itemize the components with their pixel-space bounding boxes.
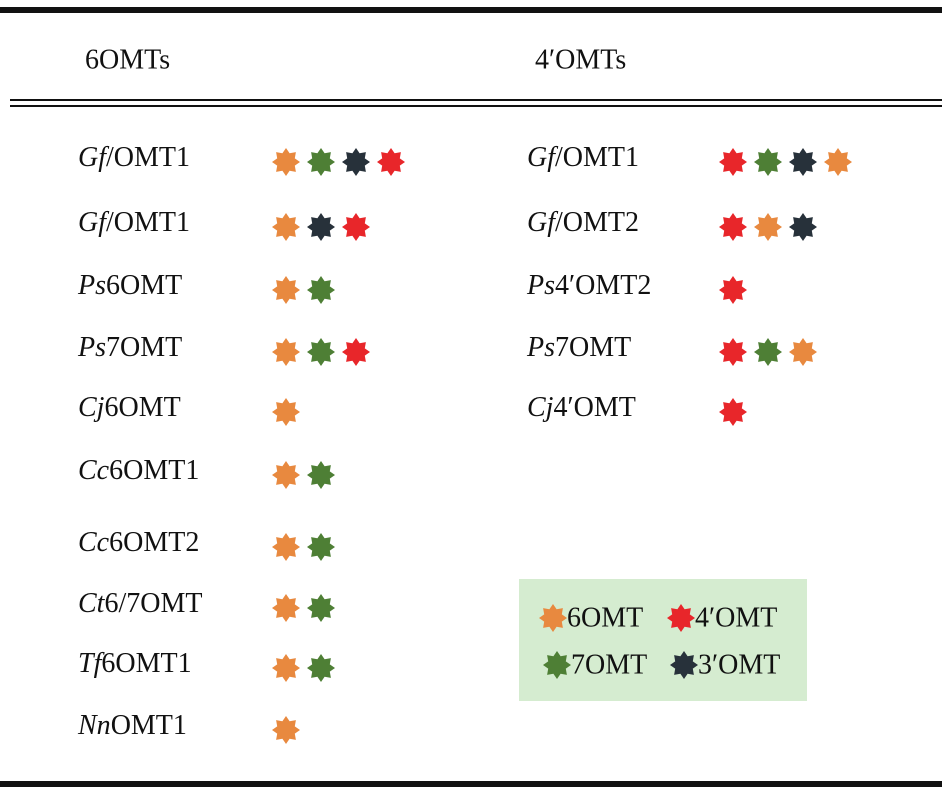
activity-star xyxy=(272,461,300,489)
column-header: 6OMTs xyxy=(85,44,170,75)
legend-label: 4′OMT xyxy=(695,602,777,633)
legend-star xyxy=(667,604,695,632)
activity-star xyxy=(272,716,300,744)
header-rule xyxy=(10,99,942,101)
enzyme-name: Cj4′OMT xyxy=(527,392,636,423)
name-part: 7OMT xyxy=(555,332,631,363)
activity-star xyxy=(377,148,405,176)
legend-label: 6OMT xyxy=(567,602,643,633)
top-rule xyxy=(0,7,942,13)
name-part: Cc xyxy=(78,527,110,558)
activity-star xyxy=(307,213,335,241)
activity-star xyxy=(754,338,782,366)
name-part: 6OMT1 xyxy=(109,455,199,486)
activity-star xyxy=(719,398,747,426)
name-part: Ps xyxy=(526,332,555,363)
name-part: 4′OMT2 xyxy=(555,270,651,301)
activity-star xyxy=(272,148,300,176)
name-part: Ps xyxy=(77,332,106,363)
header-rule xyxy=(10,105,942,107)
activity-star xyxy=(719,213,747,241)
activity-star xyxy=(789,148,817,176)
name-part: Gf xyxy=(527,207,558,238)
enzyme-name: Ps4′OMT2 xyxy=(526,270,651,301)
activity-star xyxy=(272,213,300,241)
enzyme-name: Tf6OMT1 xyxy=(78,648,192,679)
activity-star xyxy=(307,148,335,176)
activity-star xyxy=(719,338,747,366)
activity-star xyxy=(272,654,300,682)
activity-star xyxy=(789,338,817,366)
enzyme-name: Ct6/7OMT xyxy=(78,588,202,619)
name-part: Ps xyxy=(77,270,106,301)
enzyme-name: Gf/OMT1 xyxy=(78,207,190,238)
name-part: Cc xyxy=(78,455,110,486)
name-part: 7OMT xyxy=(106,332,182,363)
activity-star xyxy=(754,213,782,241)
legend-star xyxy=(539,604,567,632)
name-part: 6/7OMT xyxy=(104,588,202,619)
activity-star xyxy=(754,148,782,176)
activity-star xyxy=(307,594,335,622)
column-header: 4′OMTs xyxy=(535,44,626,75)
name-part: Ct xyxy=(78,588,106,619)
legend-star xyxy=(670,651,698,679)
name-part: 4′OMT xyxy=(553,392,635,423)
name-part: /OMT1 xyxy=(106,142,190,173)
legend-label: 3′OMT xyxy=(698,649,780,680)
name-part: 6OMT xyxy=(106,270,182,301)
name-part: Gf xyxy=(527,142,558,173)
activity-star xyxy=(307,533,335,561)
enzyme-name: Ps6OMT xyxy=(77,270,182,301)
enzyme-name: Ps7OMT xyxy=(77,332,182,363)
enzyme-name: Cc6OMT2 xyxy=(78,527,199,558)
name-part: 6OMT1 xyxy=(101,648,191,679)
activity-star xyxy=(307,338,335,366)
name-part: Tf xyxy=(78,648,105,679)
name-part: /OMT2 xyxy=(555,207,639,238)
activity-star xyxy=(307,654,335,682)
activity-star xyxy=(342,148,370,176)
name-part: /OMT1 xyxy=(555,142,639,173)
enzyme-name: Cj6OMT xyxy=(78,392,181,423)
name-part: /OMT1 xyxy=(106,207,190,238)
name-part: Ps xyxy=(526,270,555,301)
name-part: Gf xyxy=(78,207,109,238)
name-part: Cj xyxy=(78,392,105,423)
activity-star xyxy=(719,148,747,176)
legend-label: 7OMT xyxy=(571,649,647,680)
enzyme-name: Gf/OMT1 xyxy=(527,142,639,173)
activity-star xyxy=(342,338,370,366)
activity-star xyxy=(307,276,335,304)
enzyme-name: Ps7OMT xyxy=(526,332,631,363)
name-part: 6OMT2 xyxy=(109,527,199,558)
activity-star xyxy=(272,533,300,561)
activity-star xyxy=(789,213,817,241)
name-part: Cj xyxy=(527,392,554,423)
name-part: Gf xyxy=(78,142,109,173)
activity-star xyxy=(342,213,370,241)
activity-star xyxy=(307,461,335,489)
enzyme-name: Cc6OMT1 xyxy=(78,455,199,486)
activity-star xyxy=(272,338,300,366)
activity-star xyxy=(272,398,300,426)
legend-box xyxy=(519,579,807,701)
name-part: OMT1 xyxy=(111,710,187,741)
bottom-rule xyxy=(0,781,942,787)
activity-star xyxy=(272,276,300,304)
enzyme-name: Gf/OMT2 xyxy=(527,207,639,238)
activity-star xyxy=(824,148,852,176)
legend-star xyxy=(543,651,571,679)
activity-star xyxy=(719,276,747,304)
enzyme-name: NnOMT1 xyxy=(77,710,187,741)
name-part: 6OMT xyxy=(104,392,180,423)
activity-star xyxy=(272,594,300,622)
enzyme-name: Gf/OMT1 xyxy=(78,142,190,173)
name-part: Nn xyxy=(77,710,111,741)
